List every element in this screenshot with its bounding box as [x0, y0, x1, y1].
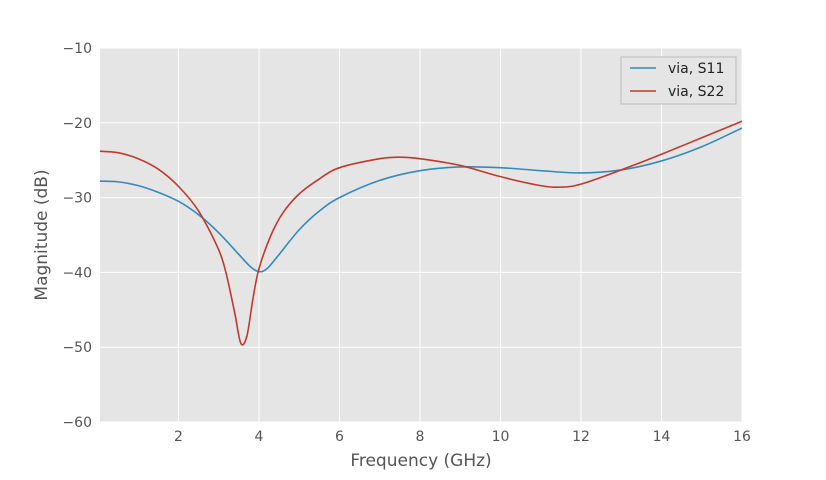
x-tick-label: 4 [255, 429, 264, 445]
y-tick-label: −50 [62, 340, 92, 356]
y-axis-label: Magnitude (dB) [32, 169, 52, 300]
x-tick-label: 6 [335, 429, 344, 445]
x-tick-label: 14 [653, 429, 671, 445]
grid-lines [100, 47, 743, 423]
y-tick-label: −20 [62, 116, 92, 132]
tick-labels: 2 4 6 8 10 12 14 16 −60 −50 −40 −30 −20 −10 [62, 41, 751, 445]
x-tick-label: 2 [174, 429, 183, 445]
y-tick-label: −60 [62, 415, 92, 431]
legend: via, S11 via, S22 [620, 56, 737, 105]
x-tick-label: 8 [416, 429, 425, 445]
series-lines [99, 120, 743, 346]
series-line-s11 [99, 127, 743, 273]
legend-box [620, 56, 737, 105]
x-tick-label: 12 [572, 429, 590, 445]
legend-label-s11: via, S11 [668, 61, 724, 77]
y-tick-label: −30 [62, 191, 92, 207]
y-tick-label: −40 [62, 265, 92, 281]
x-tick-label: 10 [492, 429, 510, 445]
x-axis-label: Frequency (GHz) [350, 451, 491, 471]
legend-label-s22: via, S22 [668, 84, 724, 100]
plot-background [100, 48, 742, 422]
y-tick-label: −10 [62, 41, 92, 57]
x-tick-label: 16 [733, 429, 751, 445]
series-line-s22 [99, 120, 743, 346]
